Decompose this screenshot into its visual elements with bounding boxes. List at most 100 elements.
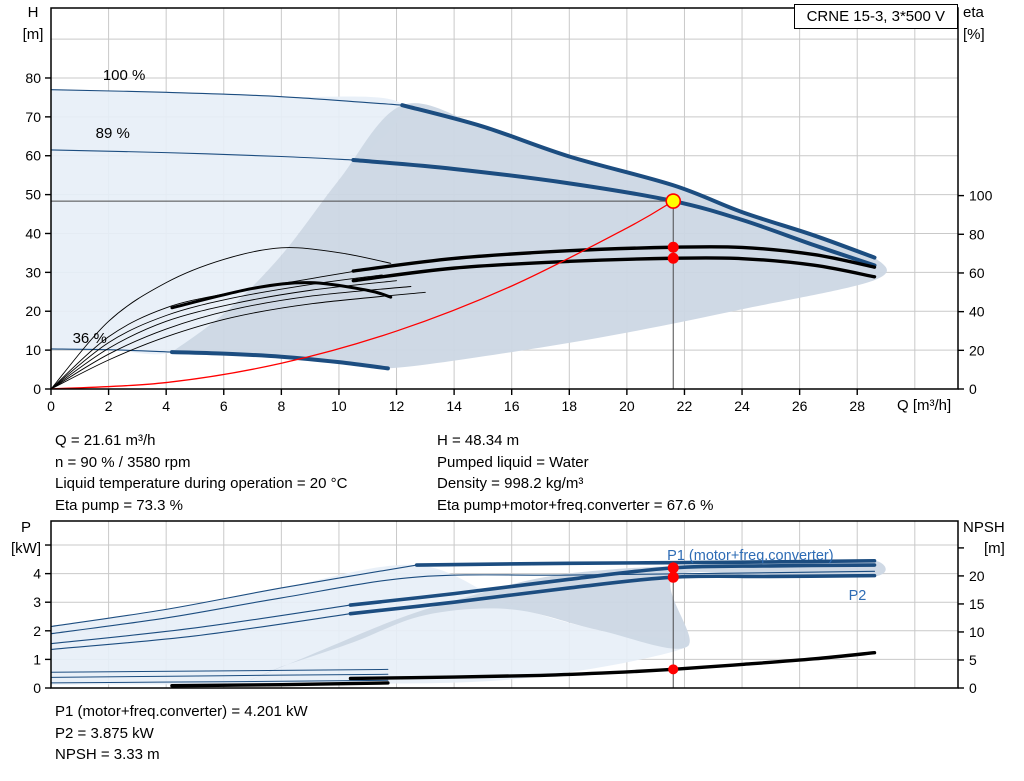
info-line-eta-total: Eta pump+motor+freq.converter = 67.6 %	[437, 496, 714, 514]
y2-axis-unit: [%]	[963, 26, 985, 43]
eta-total-curve	[351, 256, 877, 283]
curve-89pct-thin	[51, 149, 354, 161]
p1-100pct-thin	[51, 564, 418, 628]
eta-arc-thin	[51, 247, 392, 389]
eta-fan-line-1	[51, 268, 369, 389]
p-min-thin-2	[51, 673, 389, 678]
y-tick-label: 40	[25, 225, 41, 241]
p-min-thin-3	[51, 679, 389, 684]
npsh-point	[668, 664, 679, 675]
info-line-liquid: Pumped liquid = Water	[437, 453, 589, 471]
y-tick-label: 80	[25, 70, 41, 86]
p1-90pct-thin	[51, 604, 351, 645]
curve-90pct-duty-speed	[351, 158, 877, 268]
eta-fan-line-5	[51, 291, 426, 389]
y2-tick-label: 100	[969, 188, 993, 204]
label-89pct: 89 %	[96, 125, 130, 142]
x-tick-label: 12	[389, 398, 405, 414]
x-tick-label: 4	[162, 398, 170, 414]
duty-info-left: Q = 21.61 m³/h n = 90 % / 3580 rpm Liqui…	[55, 430, 347, 516]
power-chart-plot-area	[51, 521, 958, 688]
info-line-npsh: NPSH = 3.33 m	[55, 746, 160, 763]
x-tick-label: 26	[792, 398, 808, 414]
info-line-temperature: Liquid temperature during operation = 20…	[55, 475, 348, 492]
pump-title-box: CRNE 15-3, 3*500 V	[793, 4, 958, 29]
label-36pct: 36 %	[73, 330, 107, 347]
power-light-fill	[51, 564, 690, 685]
y2-tick-label: 10	[969, 624, 985, 640]
info-line-head: H = 48.34 m	[437, 432, 520, 449]
x-tick-label: 0	[47, 398, 55, 414]
y-tick-label: 50	[25, 187, 41, 203]
y-axis-title: P	[21, 519, 31, 536]
y2-axis-unit: [m]	[984, 540, 1005, 557]
x-tick-label: 6	[220, 398, 228, 414]
head-chart-border	[50, 7, 959, 390]
y-tick-label: 0	[33, 381, 41, 397]
x-tick-label: 2	[105, 398, 113, 414]
x-tick-label: 20	[619, 398, 635, 414]
info-line-p1: P1 (motor+freq.converter) = 4.201 kW	[55, 703, 308, 720]
y-axis-unit: [kW]	[11, 540, 41, 557]
label-100pct: 100 %	[103, 67, 146, 84]
curve-36pct-thin	[51, 348, 173, 353]
y2-tick-label: 0	[969, 381, 977, 397]
y-tick-label: 1	[33, 651, 41, 667]
y2-tick-label: 15	[969, 596, 985, 612]
y-tick-label: 70	[25, 109, 41, 125]
y-tick-label: 2	[33, 623, 41, 639]
y2-tick-label: 20	[969, 568, 985, 584]
p1-90pct-thick	[348, 563, 877, 607]
p1-100pct-thick	[414, 558, 877, 567]
curve-100pct-max-speed	[400, 103, 877, 260]
y2-tick-label: 20	[969, 342, 985, 358]
info-line-p2: P2 = 3.875 kW	[55, 724, 154, 742]
y-tick-label: 4	[33, 566, 41, 582]
p1-point	[667, 562, 679, 574]
eta-pump-curve	[351, 244, 877, 273]
p2-point	[667, 571, 679, 583]
x-tick-label: 22	[677, 398, 693, 414]
eta-fan-line-4	[51, 286, 412, 389]
y-axis-unit: [m]	[23, 26, 44, 43]
info-line-density: Density = 998.2 kg/m³	[437, 475, 584, 492]
x-tick-label: 28	[849, 398, 865, 414]
x-tick-label: 10	[331, 398, 347, 414]
duty-range-dark-fill	[171, 103, 887, 369]
x-axis-title: Q [m³/h]	[897, 397, 951, 414]
info-line-speed: n = 90 % / 3580 rpm	[55, 453, 191, 471]
y2-axis-title: NPSH	[963, 519, 1005, 536]
p2-90pct-thin	[51, 613, 351, 650]
curve-100pct-thin	[51, 89, 403, 106]
power-info-block: P1 (motor+freq.converter) = 4.201 kW P2 …	[55, 701, 308, 766]
npsh-low-flow	[170, 681, 390, 688]
y-tick-label: 0	[33, 680, 41, 696]
p2-100pct-thin	[51, 570, 876, 635]
y2-tick-label: 40	[969, 304, 985, 320]
eta-arc-reduced-speed	[170, 281, 393, 310]
x-tick-label: 14	[446, 398, 462, 414]
y-tick-label: 30	[25, 264, 41, 280]
duty-info-right: H = 48.34 m Pumped liquid = Water Densit…	[437, 430, 713, 516]
y2-tick-label: 0	[969, 680, 977, 696]
envelope-light-fill	[51, 89, 404, 355]
y2-tick-label: 5	[969, 652, 977, 668]
x-tick-label: 24	[734, 398, 750, 414]
npsh-curve	[348, 650, 877, 681]
y2-axis-title: eta	[963, 4, 985, 21]
eta-pump-point	[667, 241, 679, 253]
y-tick-label: 3	[33, 594, 41, 610]
y-axis-title: H	[28, 4, 39, 21]
label-p1-curve: P1 (motor+freq.converter)	[667, 548, 833, 564]
head-chart-plot-area	[51, 8, 958, 389]
eta-total-point	[667, 252, 679, 264]
system-resulting-curve	[51, 200, 674, 389]
y-tick-label: 20	[25, 303, 41, 319]
x-tick-label: 16	[504, 398, 520, 414]
p-min-thin-1	[51, 668, 389, 673]
p2-90pct-thick	[348, 573, 877, 616]
y2-tick-label: 60	[969, 265, 985, 281]
x-tick-label: 8	[277, 398, 285, 414]
